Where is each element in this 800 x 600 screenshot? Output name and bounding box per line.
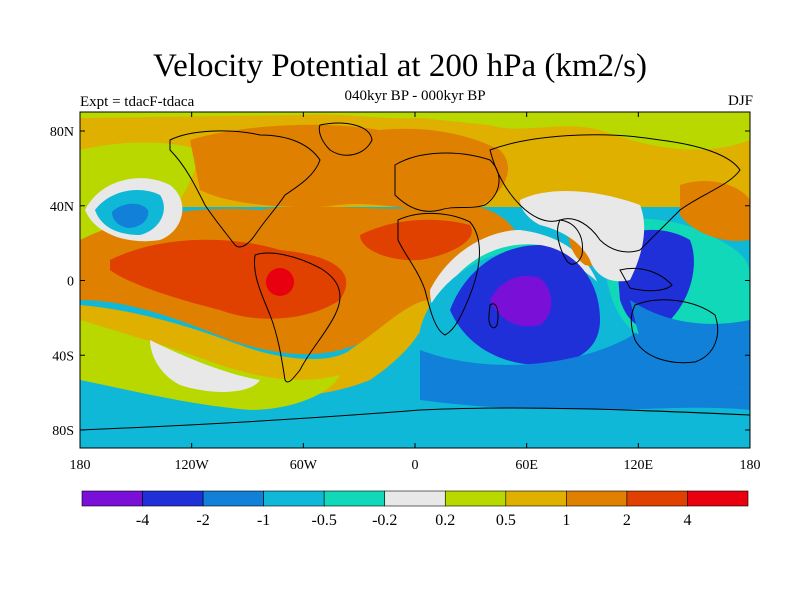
coast-europe [394,152,500,212]
coast-north-america [169,130,321,248]
colorbar-label: -1 [257,512,270,529]
chart-title: Velocity Potential at 200 hPa (km2/s) [152,48,648,84]
colorbar-swatch [626,490,688,507]
coast-indonesia [619,267,673,292]
field-max-red [266,268,294,296]
coast-madagascar [488,303,499,329]
lon-tick-label: 120E [624,458,654,473]
lat-tick-label: 80S [52,424,74,439]
lon-tick-label: 60W [290,458,318,473]
coast-africa [397,212,480,336]
coast-australia [630,299,719,364]
field-npac-east-orange [680,180,750,241]
colorbar: -4 -2 -1 -0.5 -0.2 0.2 0.5 1 2 4 [81,490,749,529]
lat-tick-label: 80N [50,125,74,140]
colorbar-swatch [566,490,628,507]
coast-asia [489,134,741,253]
colorbar-swatch [81,490,143,507]
colorbar-label: -0.5 [312,512,337,529]
colorbar-swatch [323,490,386,507]
colorbar-swatch [505,490,567,507]
lat-tick-label: 40N [50,200,74,215]
coast-antarctica [80,407,750,431]
field-nh-orange [190,124,509,212]
colorbar-label: 2 [623,512,631,529]
coastlines [80,122,750,431]
field-so-blue [420,330,750,410]
field-tropical-red [110,239,347,319]
field-sh-green [80,320,340,410]
field-min-purple [490,276,552,327]
colorbar-swatch [142,490,204,507]
colorbar-swatch [202,490,264,507]
lon-tick-label: 120W [175,458,210,473]
coast-india [557,219,584,265]
map-field [80,112,750,448]
coast-greenland [318,122,373,156]
colorbar-label: -2 [196,512,209,529]
chart-subtitle: 040kyr BP - 000kyr BP [344,88,486,104]
lat-tick-label: 40S [52,349,74,364]
lon-tick-label: 0 [412,458,419,473]
field-antarctic [80,405,750,448]
colorbar-label: 4 [683,512,691,529]
coast-south-america [253,252,341,383]
colorbar-label: 0.5 [496,512,516,529]
lat-axis: 80N 40N 0 40S 80S [50,125,750,439]
experiment-label: Expt = tdacF-tdaca [80,94,195,110]
colorbar-label: -0.2 [372,512,397,529]
colorbar-label: 0.2 [435,512,455,529]
lon-axis: 180 120W 60W 0 60E 120E 180 [70,112,761,473]
colorbar-label: -4 [136,512,149,529]
colorbar-swatch [263,490,325,507]
lon-tick-label: 60E [515,458,538,473]
season-label: DJF [727,93,753,109]
colorbar-swatch [687,490,749,507]
lat-tick-label: 0 [67,275,74,290]
colorbar-swatch [384,490,446,507]
colorbar-swatch [444,490,507,507]
field-asia-white [520,190,645,282]
field-arctic [80,112,750,150]
lon-tick-label: 180 [740,458,761,473]
lon-tick-label: 180 [70,458,91,473]
field-africa-red [360,219,472,261]
field-sh-white [150,340,260,392]
field-wp-blue-south [630,300,750,390]
field-np-blue [112,203,149,228]
colorbar-label: 1 [562,512,570,529]
